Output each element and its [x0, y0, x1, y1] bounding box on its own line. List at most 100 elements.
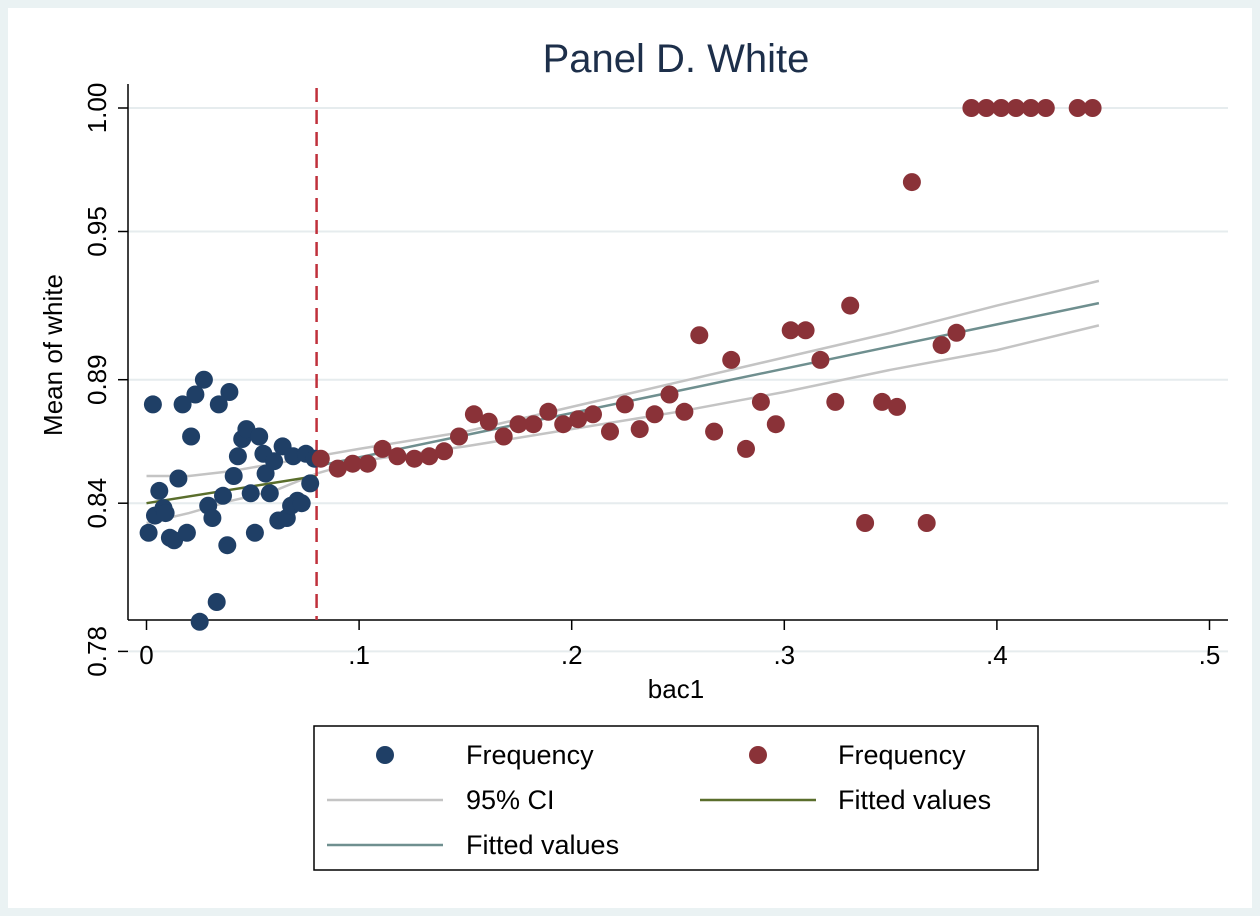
scatter-point-series-1	[190, 612, 209, 631]
scatter-point-series-2	[751, 392, 770, 411]
x-tick-label: .2	[561, 640, 583, 670]
scatter-point-series-2	[722, 350, 741, 369]
scatter-point-series-1	[224, 467, 243, 485]
scatter-point-series-1	[265, 452, 284, 471]
y-tick-label: 0.78	[82, 626, 112, 677]
scatter-point-series-1	[177, 523, 196, 542]
scatter-point-series-2	[1068, 99, 1087, 117]
scatter-point-series-2	[373, 439, 392, 458]
x-tick-label: .4	[986, 640, 1008, 670]
scatter-point-series-1	[301, 474, 320, 493]
y-tick-label: 1.00	[82, 83, 112, 134]
scatter-point-series-1	[218, 536, 237, 555]
x-tick-label: .5	[1199, 640, 1221, 670]
scatter-point-series-2	[569, 410, 588, 429]
scatter-point-series-2	[873, 392, 892, 411]
scatter-point-series-2	[539, 402, 558, 421]
scatter-point-series-2	[509, 415, 528, 434]
scatter-point-series-2	[856, 514, 875, 532]
fitted-lines	[146, 301, 1100, 505]
y-tick-label: 0.95	[82, 206, 112, 257]
scatter-point-series-2	[947, 323, 966, 342]
ci-lower-line	[146, 324, 1100, 525]
legend-label: Fitted values	[466, 830, 619, 860]
legend-marker-dot	[376, 746, 394, 764]
scatter-point-series-2	[601, 422, 619, 441]
scatter-point-series-2	[464, 405, 483, 424]
scatter-point-series-1	[156, 504, 175, 523]
scatter-point-series-2	[902, 173, 921, 192]
scatter-point-series-2	[645, 405, 664, 424]
scatter-point-series-2	[479, 412, 498, 431]
scatter-point-series-1	[139, 523, 158, 542]
scatter-point-series-2	[494, 427, 513, 446]
scatter-point-series-2	[888, 397, 906, 416]
scatter-point-series-2	[962, 99, 981, 117]
y-tick-label: 0.89	[82, 354, 112, 405]
scatter-point-series-2	[630, 420, 649, 439]
scatter-point-series-1	[250, 427, 269, 446]
scatter-point-series-2	[584, 405, 602, 424]
legend-marker-dot	[749, 746, 767, 764]
scatter-point-series-2	[917, 514, 936, 532]
scatter-point-series-2	[328, 459, 347, 478]
scatter-point-series-1	[186, 385, 205, 404]
scatter-point-series-1	[169, 469, 188, 488]
scatter-point-series-1	[245, 523, 264, 542]
scatter-point-series-2	[690, 326, 709, 345]
scatter-point-series-1	[260, 484, 279, 503]
scatter-point-series-1	[228, 447, 247, 466]
x-tick-label: .1	[348, 640, 370, 670]
legend-label: Frequency	[838, 740, 966, 770]
scatter-point-series-2	[1007, 99, 1025, 117]
scatter-point-series-2	[766, 415, 785, 434]
scatter-point-series-2	[977, 99, 996, 117]
grid-lines	[128, 107, 1228, 653]
scatter-point-series-2	[450, 427, 468, 446]
scatter-point-series-1	[143, 395, 162, 414]
scatter-point-series-1	[173, 395, 192, 414]
scatter-point-series-2	[841, 296, 860, 315]
y-tick-label: 0.84	[82, 478, 112, 529]
scatter-point-series-1	[182, 427, 201, 446]
scatter-point-series-1	[292, 494, 311, 513]
scatter-point-series-2	[524, 415, 543, 434]
legend-label: 95% CI	[466, 785, 555, 815]
scatter-point-series-2	[796, 321, 815, 340]
scatter-point-series-2	[388, 447, 407, 466]
y-axis-label: Mean of white	[38, 274, 68, 436]
scatter-point-series-2	[660, 385, 679, 404]
scatter-point-series-2	[311, 449, 330, 468]
scatter-point-series-1	[220, 383, 239, 401]
scatter-point-series-2	[1083, 99, 1102, 117]
fitted-line-2	[316, 301, 1100, 468]
fitted-line-1	[146, 474, 317, 505]
scatter-point-series-2	[1021, 99, 1040, 117]
legend: Frequency Frequency 95% CI Fitted values Fit…	[313, 725, 1039, 871]
scatter-point-series-1	[194, 370, 213, 389]
scatter-point-series-2	[811, 350, 830, 369]
scatter-point-series-2	[358, 454, 377, 473]
scatter-points	[139, 99, 1102, 631]
scatter-point-series-2	[554, 415, 573, 434]
scatter-point-series-2	[405, 449, 424, 468]
scatter-point-series-2	[826, 392, 845, 411]
scatter-point-series-2	[992, 99, 1011, 117]
x-tick-label: .3	[773, 640, 795, 670]
axes: 0 .1 .2 .3 .4 .5 0.78 0.84 0.89 0.95 1.00	[82, 83, 1228, 677]
scatter-point-series-1	[209, 395, 228, 414]
scatter-point-series-1	[241, 484, 260, 503]
scatter-point-series-2	[615, 395, 634, 414]
scatter-point-series-1	[207, 593, 226, 611]
scatter-point-series-2	[1036, 99, 1055, 117]
scatter-point-series-2	[435, 442, 454, 461]
scatter-point-series-2	[675, 402, 694, 421]
scatter-point-series-2	[932, 336, 951, 355]
scatter-point-series-1	[203, 509, 222, 527]
scatter-point-series-1	[214, 486, 232, 505]
x-axis-label: bac1	[648, 674, 704, 704]
scatter-point-series-2	[343, 454, 362, 473]
legend-label: Fitted values	[838, 785, 991, 815]
scatter-point-series-2	[737, 439, 755, 458]
